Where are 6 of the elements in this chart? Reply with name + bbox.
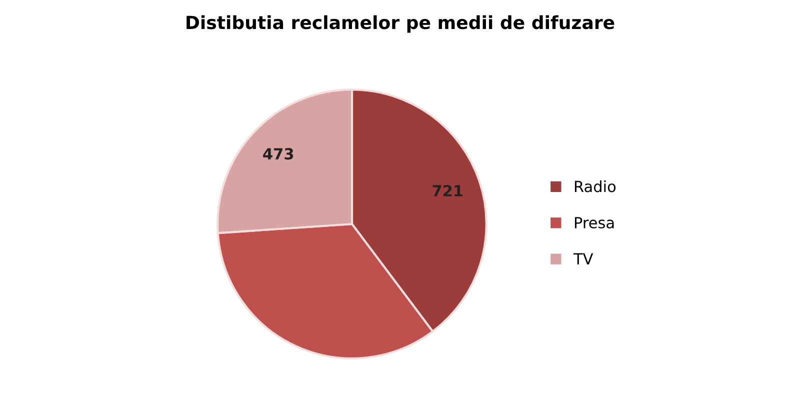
data-label: 721 bbox=[432, 184, 463, 196]
legend-label: Radio bbox=[574, 180, 616, 192]
data-label: 473 bbox=[263, 148, 294, 160]
legend-label: TV bbox=[573, 253, 594, 264]
legend-label: Presa bbox=[574, 217, 614, 228]
chart-title: Distibutia reclamelor pe medii de difuzare bbox=[186, 15, 614, 33]
